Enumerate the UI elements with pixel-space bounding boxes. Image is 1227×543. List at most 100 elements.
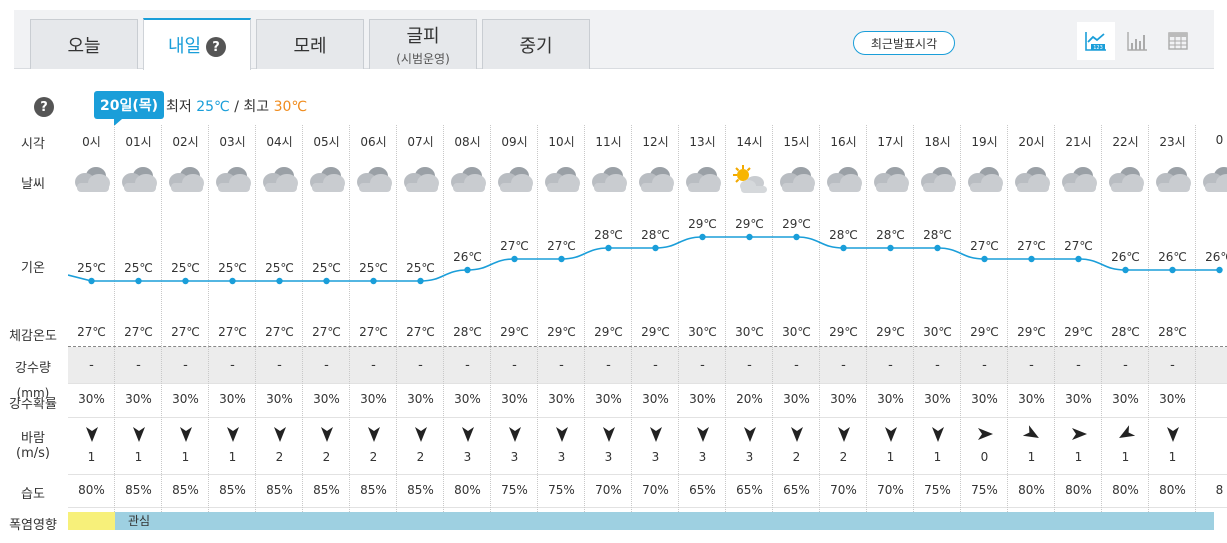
precipitation-value: - <box>230 358 235 373</box>
hour-column: 08시 28℃ - 30% 3 80% <box>444 125 491 530</box>
hour-time: 02시 <box>172 135 199 149</box>
column-separator <box>114 125 115 530</box>
hour-column: 14시 30℃ - 20% 3 65% <box>726 125 773 530</box>
feels-like-value: 29℃ <box>594 325 623 339</box>
help-icon[interactable]: ? <box>34 97 54 117</box>
wind-direction-icon <box>679 425 726 443</box>
help-icon[interactable]: ? <box>206 37 227 57</box>
column-separator <box>443 125 444 530</box>
cloudy-icon <box>397 163 444 199</box>
bar-graph-view-button[interactable] <box>1118 22 1156 60</box>
cloudy-icon <box>162 163 209 199</box>
precip-probability-value: 30% <box>642 392 669 406</box>
wind-speed-value: 2 <box>792 450 801 464</box>
wind-direction-icon <box>444 425 491 443</box>
humidity-value: 85% <box>360 483 387 497</box>
wind-direction-icon <box>350 425 397 443</box>
precip-probability-value: 30% <box>971 392 998 406</box>
precip-probability-value: 30% <box>783 392 810 406</box>
feels-like-value: 29℃ <box>641 325 670 339</box>
temperature-label: 28℃ <box>829 228 858 242</box>
row-divider <box>68 474 1227 475</box>
column-separator <box>302 125 303 530</box>
feels-like-value: 30℃ <box>688 325 717 339</box>
hour-time: 12시 <box>642 135 669 149</box>
feels-like-value: 28℃ <box>1111 325 1140 339</box>
row-label-weather: 날씨 <box>21 177 45 192</box>
precip-probability-value: 30% <box>407 392 434 406</box>
wind-speed-value: 3 <box>604 450 613 464</box>
hour-time: 04시 <box>266 135 293 149</box>
row-label-heat-impact: 폭염영향 <box>9 518 57 533</box>
temperature-point <box>840 244 847 252</box>
feels-like-value: 27℃ <box>265 325 294 339</box>
cloudy-icon <box>350 163 397 199</box>
hour-time: 0시 <box>82 135 101 149</box>
temperature-label: 29℃ <box>782 217 811 231</box>
humidity-value: 75% <box>971 483 998 497</box>
tab-day-after[interactable]: 모레 <box>256 19 364 69</box>
column-separator <box>913 125 914 530</box>
precipitation-value: - <box>794 358 799 373</box>
temperature-line <box>91 236 1220 282</box>
humidity-value: 80% <box>454 483 481 497</box>
row-label-wind: 바람 <box>21 431 45 446</box>
temperature-label: 26℃ <box>1205 250 1227 264</box>
cloudy-icon <box>209 163 256 199</box>
hour-column: 21시 29℃ - 30% 1 80% <box>1055 125 1102 530</box>
line-graph-view-button[interactable]: 123 <box>1077 22 1115 60</box>
feels-like-value: 27℃ <box>359 325 388 339</box>
heat-impact-first-hour <box>68 512 115 530</box>
tab-tomorrow[interactable]: 내일? <box>143 18 251 70</box>
column-separator <box>490 125 491 530</box>
temperature-point <box>1169 266 1176 274</box>
precipitation-value: - <box>324 358 329 373</box>
precipitation-value: - <box>841 358 846 373</box>
precip-probability-value: 30% <box>1112 392 1139 406</box>
wind-direction-icon <box>68 425 115 443</box>
temperature-label: 25℃ <box>406 261 435 275</box>
humidity-value: 70% <box>877 483 904 497</box>
precip-probability-value: 30% <box>313 392 340 406</box>
temperature-line-chart: 25℃ 25℃ 25℃ 25℃ 25℃ 25℃ 25℃ 25℃ 26℃ 27℃ 27℃ 28℃ 28℃ 2… <box>68 217 1227 285</box>
line-graph-icon: 123 <box>1085 32 1106 51</box>
column-separator <box>208 125 209 530</box>
hour-column: 11시 29℃ - 30% 3 70% <box>585 125 632 530</box>
hour-column: 0시 27℃ - 30% 1 80% <box>68 125 115 530</box>
precip-probability-value: 30% <box>501 392 528 406</box>
tab-tomorrow-label: 내일 <box>167 36 202 57</box>
precipitation-value: - <box>1076 358 1081 373</box>
tab-label: 내일? <box>167 32 227 58</box>
divider: / <box>234 99 239 115</box>
temperature-label: 25℃ <box>124 261 153 275</box>
temperature-label: 26℃ <box>1111 250 1140 264</box>
temperature-label: 28℃ <box>923 228 952 242</box>
latest-release-button[interactable]: 최근발표시각 <box>853 31 955 55</box>
precip-probability-value: 30% <box>454 392 481 406</box>
column-separator <box>537 125 538 530</box>
wind-speed-value: 2 <box>275 450 284 464</box>
precip-probability-value: 30% <box>1018 392 1045 406</box>
temperature-point <box>1075 255 1082 263</box>
tab-three-days[interactable]: 글피 (시범운영) <box>369 19 477 69</box>
temperature-label: 25℃ <box>171 261 200 275</box>
wind-direction-icon <box>538 425 585 443</box>
wind-direction-icon <box>303 425 350 443</box>
feels-like-value: 27℃ <box>171 325 200 339</box>
table-view-button[interactable] <box>1159 22 1197 60</box>
feels-like-value: 29℃ <box>1017 325 1046 339</box>
cloudy-icon <box>303 163 350 199</box>
tab-mid-term[interactable]: 중기 <box>482 19 590 69</box>
temperature-point <box>558 255 565 263</box>
feels-like-value: 27℃ <box>312 325 341 339</box>
hour-column: 05시 27℃ - 30% 2 85% <box>303 125 350 530</box>
cloudy-icon <box>820 163 867 199</box>
temperature-point <box>88 277 95 285</box>
hour-time: 03시 <box>219 135 246 149</box>
hour-column: 06시 27℃ - 30% 2 85% <box>350 125 397 530</box>
wind-direction-icon <box>914 425 961 443</box>
svg-text:123: 123 <box>1093 45 1103 51</box>
tab-today[interactable]: 오늘 <box>30 19 138 69</box>
precipitation-value: - <box>935 358 940 373</box>
